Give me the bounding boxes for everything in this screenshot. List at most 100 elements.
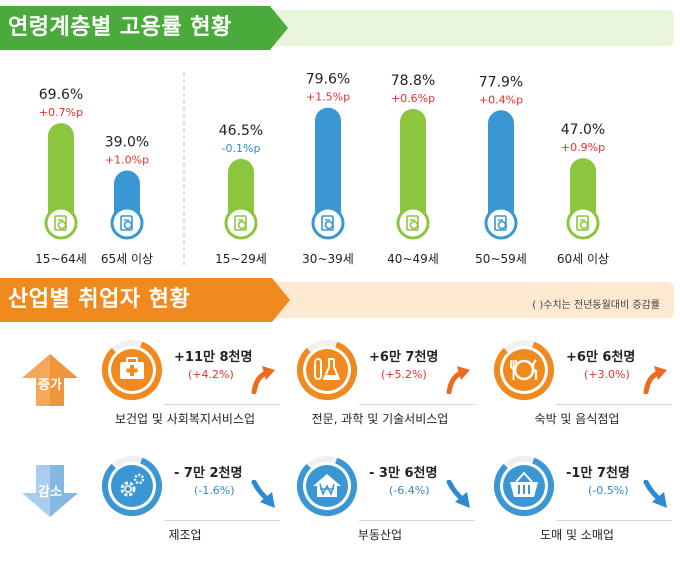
gears-icon: [102, 456, 162, 516]
category-label: 50~59세: [475, 252, 527, 266]
bar-value-label: 69.6%: [39, 87, 83, 103]
industry-card-science: +6만 7천명 (+5.2%) 전문, 과학 및 기술서비스업: [295, 338, 475, 426]
card-divider: [164, 404, 280, 405]
section1-title: 연령계층별 고용률 현황: [0, 6, 288, 50]
industry-pct: (-1.6%): [194, 484, 235, 497]
bar-change-label: +0.4%p: [479, 93, 523, 106]
document-search-icon: [123, 220, 133, 230]
category-label: 65세 이상: [101, 252, 153, 266]
bar-change-label: +0.6%p: [391, 92, 435, 105]
industry-name: 도매 및 소매업: [540, 528, 614, 542]
section2-note: ( )수치는 전년동월대비 증감률: [532, 300, 660, 311]
bar-change-label: +0.7%p: [39, 106, 83, 119]
card-divider: [359, 520, 475, 521]
section2-title: 산업별 취업자 현황: [0, 278, 290, 322]
document-search-icon: [234, 215, 247, 231]
document-search-icon: [494, 215, 507, 231]
document-search-icon: [396, 206, 430, 240]
industry-pct: (-6.4%): [389, 484, 430, 497]
document-search-icon: [497, 220, 507, 230]
dining-plate-icon: [494, 340, 554, 400]
card-divider: [359, 404, 475, 405]
document-search-icon: [579, 220, 589, 230]
industry-pct: (+5.2%): [381, 368, 427, 381]
industry-value: +6만 7천명: [369, 350, 439, 365]
document-search-icon: [566, 206, 600, 240]
document-search-icon: [576, 215, 589, 231]
trend-up-arrow-icon: [446, 366, 470, 394]
industry-name: 보건업 및 사회복지서비스업: [114, 412, 256, 426]
bar-value-label: 79.6%: [306, 72, 350, 88]
trend-up-arrow-icon: [251, 366, 275, 394]
document-search-icon: [120, 215, 133, 231]
document-search-icon: [57, 220, 67, 230]
shopping-basket-icon: [494, 456, 554, 516]
age-employment-chart: 69.6% +0.7%p 15~64세 39.0% +1.0%p 65세 이상 46.5% -…: [35, 72, 609, 266]
bar: [488, 110, 514, 229]
document-search-icon: [406, 215, 419, 231]
bar-change-label: +1.0%p: [105, 154, 149, 167]
bar-value-label: 39.0%: [105, 135, 149, 151]
document-search-icon: [311, 206, 345, 240]
increase-label: 증가: [38, 378, 62, 393]
bar-value-label: 46.5%: [219, 123, 263, 139]
bar-change-label: +1.5%p: [306, 91, 350, 104]
up-arrow-icon: [22, 354, 78, 406]
industry-value: - 7만 2천명: [174, 466, 243, 481]
industry-name: 부동산업: [357, 528, 403, 542]
industry-name: 숙박 및 음식점업: [534, 412, 620, 426]
category-label: 15~29세: [215, 252, 267, 266]
document-search-icon: [409, 220, 419, 230]
bar: [400, 108, 426, 229]
card-divider: [556, 404, 672, 405]
down-arrow-icon: [22, 465, 78, 517]
decrease-label: 감소: [38, 485, 62, 500]
decrease-row-label: 감소: [18, 463, 82, 523]
document-search-icon: [324, 220, 334, 230]
category-label: 30~39세: [302, 252, 354, 266]
age-employment-banner: 연령계층별 고용률 현황: [0, 6, 680, 50]
card-divider: [556, 520, 672, 521]
industry-value: +6만 6천명: [566, 350, 636, 365]
document-search-icon: [321, 215, 334, 231]
banner-background: [270, 10, 674, 46]
document-search-icon: [44, 206, 78, 240]
lab-flask-icon: [297, 340, 357, 400]
increase-row-label: 증가: [18, 352, 82, 412]
house-won-icon: [297, 456, 357, 516]
category-label: 60세 이상: [557, 252, 609, 266]
trend-down-arrow-icon: [446, 480, 470, 508]
industry-value: - 3만 6천명: [369, 466, 438, 481]
trend-down-arrow-icon: [251, 480, 275, 508]
industry-card-food: +6만 6천명 (+3.0%) 숙박 및 음식점업: [492, 338, 672, 426]
document-search-icon: [484, 206, 518, 240]
industry-value: +11만 8천명: [174, 350, 253, 365]
bar-value-label: 78.8%: [391, 73, 435, 89]
industry-card-realestate: - 3만 6천명 (-6.4%) 부동산업: [295, 454, 475, 542]
document-search-icon: [54, 215, 67, 231]
industry-name: 전문, 과학 및 기술서비스업: [311, 412, 449, 426]
industry-card-manufacturing: - 7만 2천명 (-1.6%) 제조업: [100, 454, 280, 542]
bar: [48, 123, 74, 229]
first-aid-kit-icon: [102, 340, 162, 400]
industry-pct: (+4.2%): [188, 368, 234, 381]
industry-card-retail: -1만 7천명 (-0.5%) 도매 및 소매업: [492, 454, 672, 542]
document-search-icon: [224, 206, 258, 240]
industry-pct: (+3.0%): [584, 368, 630, 381]
industry-value: -1만 7천명: [566, 466, 630, 481]
category-label: 40~49세: [387, 252, 439, 266]
industry-employment-banner: 산업별 취업자 현황 ( )수치는 전년동월대비 증감률: [0, 278, 680, 322]
bar-change-label: -0.1%p: [222, 142, 261, 155]
category-label: 15~64세: [35, 252, 87, 266]
bar-value-label: 47.0%: [561, 122, 605, 138]
bar: [315, 107, 341, 229]
card-divider: [164, 520, 280, 521]
industry-card-health: +11만 8천명 (+4.2%) 보건업 및 사회복지서비스업: [100, 338, 280, 426]
trend-down-arrow-icon: [643, 480, 667, 508]
document-search-icon: [237, 220, 247, 230]
industry-name: 제조업: [168, 528, 202, 542]
industry-pct: (-0.5%): [588, 484, 629, 497]
trend-up-arrow-icon: [643, 366, 667, 394]
document-search-icon: [110, 206, 144, 240]
banner-background: [272, 282, 674, 318]
